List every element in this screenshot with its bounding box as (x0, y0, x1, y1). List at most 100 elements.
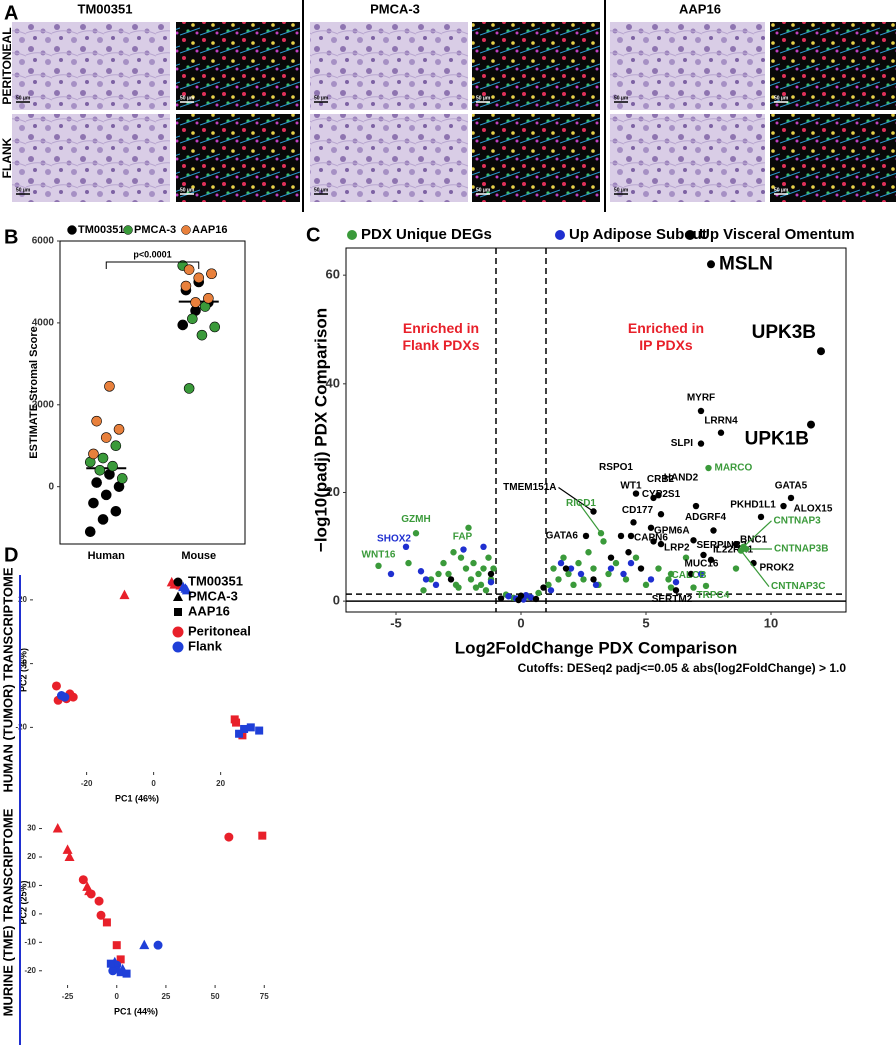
gene-label: PKHD1L1 (730, 500, 776, 511)
data-point (107, 460, 118, 472)
cutoff-note: Cutoffs: DESeq2 padj<=0.05 & abs(log2Fol… (518, 661, 847, 675)
data-point (592, 581, 600, 589)
data-point (52, 823, 63, 833)
data-point (737, 547, 745, 554)
data-point (657, 540, 665, 548)
data-point (555, 576, 562, 583)
data-point (597, 530, 605, 537)
data-point (203, 293, 214, 304)
legend-label: TM00351 (188, 573, 243, 588)
data-point (475, 570, 482, 578)
data-point (480, 565, 487, 572)
data-point (258, 831, 267, 840)
plot-frame (59, 240, 246, 545)
region-label: Flank PDXs (402, 337, 479, 353)
y-tick-label: 60 (326, 267, 340, 282)
side-label: MURINE (TME) TRANSCRIPTOME (0, 808, 15, 1016)
gene-label: WNT16 (362, 549, 396, 560)
fluorescence-image (176, 22, 300, 110)
data-point (532, 595, 540, 603)
y-tick-label: -10 (24, 937, 36, 946)
data-point (585, 549, 592, 556)
data-point (465, 524, 472, 531)
data-point (462, 565, 470, 572)
gene-label: CNTNAP3 (774, 515, 822, 526)
gene-label: WT1 (620, 481, 642, 492)
data-point (697, 440, 705, 447)
gene-label: CYP2S1 (642, 489, 681, 500)
y-tick-label: 0 (23, 659, 28, 668)
data-point (655, 491, 662, 499)
data-point (116, 473, 128, 484)
data-point (232, 718, 241, 727)
y-tick-label: 10 (27, 881, 36, 890)
data-point (467, 576, 475, 583)
data-point (460, 546, 467, 553)
column-title: AAP16 (679, 1, 721, 16)
data-point (702, 582, 710, 590)
gene-label: LRP2 (664, 543, 690, 554)
gene-label: FAP (453, 531, 473, 542)
row-label: PERITONEAL (0, 27, 14, 104)
scale-label: 50 µm (614, 95, 629, 101)
y-axis-title: ESTIMATE Stromal Score (28, 326, 40, 458)
legend-swatch (555, 230, 565, 240)
data-point (707, 556, 715, 564)
data-point (697, 570, 705, 578)
data-point (625, 549, 632, 556)
x-tick-label: Human (88, 550, 126, 562)
gene-label: CNTNAP3C (771, 581, 825, 592)
data-point (108, 966, 118, 976)
x-tick-label: -25 (62, 992, 74, 1001)
data-point (535, 589, 542, 597)
data-point (647, 576, 655, 583)
data-point (657, 511, 665, 518)
data-point (560, 554, 567, 561)
legend-label: PMCA-3 (188, 588, 238, 603)
data-point (206, 268, 217, 280)
data-point (106, 959, 115, 968)
gene-label: PROK2 (760, 563, 795, 574)
region-label: IP PDXs (639, 337, 693, 353)
gene-label: GATA5 (775, 481, 808, 492)
data-point (440, 559, 447, 567)
gene-label: CRB2 (647, 474, 675, 485)
x-tick-label: 10 (764, 615, 778, 630)
data-point (183, 383, 195, 394)
data-point (110, 505, 122, 517)
data-point (562, 565, 570, 572)
data-point (605, 570, 612, 578)
data-point (557, 559, 565, 567)
x-tick-label: Mouse (181, 550, 216, 562)
y-axis-title: PC2 (36%) (18, 648, 28, 692)
data-point (139, 939, 150, 950)
y-tick-label: 6000 (32, 236, 55, 247)
data-point (487, 578, 495, 586)
data-point (617, 532, 625, 540)
data-point (672, 587, 680, 594)
scale-label: 50 µm (314, 95, 329, 101)
data-point (78, 875, 88, 885)
data-point (88, 497, 99, 509)
y-tick-label: -20 (24, 966, 36, 975)
data-point (183, 264, 195, 275)
data-point (547, 587, 555, 594)
data-point (607, 554, 615, 561)
data-point (181, 584, 192, 595)
data-point (187, 313, 198, 325)
data-point (97, 514, 109, 525)
data-point (787, 494, 795, 502)
data-point (717, 429, 725, 436)
data-point (196, 329, 208, 341)
gene-label: UPK3B (752, 322, 816, 343)
data-point (690, 584, 697, 591)
data-point (687, 570, 695, 578)
column-title: TM00351 (78, 1, 133, 16)
data-point (375, 562, 382, 570)
gene-label: TRPC4 (697, 590, 730, 601)
y-tick-label: 0 (32, 909, 37, 918)
data-point (705, 464, 712, 472)
scale-label: 50 µm (180, 187, 195, 193)
scale-label: 50 µm (314, 187, 329, 193)
data-point (480, 543, 487, 551)
